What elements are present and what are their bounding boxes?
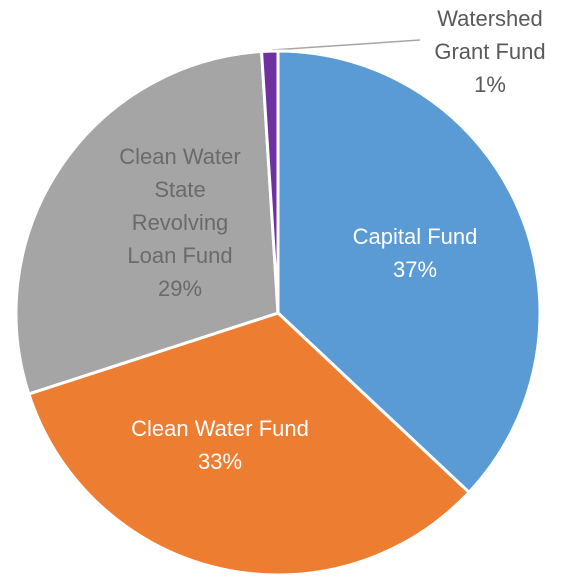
- pie-slice: [276, 49, 542, 495]
- label-line: Clean Water Fund: [131, 416, 309, 441]
- slice-label: Clean Water State Revolving Loan Fund: [119, 144, 240, 268]
- slice-value: 1%: [474, 72, 506, 97]
- pie-slice: [14, 49, 280, 396]
- pie-slice: [259, 49, 280, 314]
- label-line: Revolving: [132, 210, 229, 235]
- slice-value: 33%: [198, 449, 242, 474]
- leader-line: [271, 39, 421, 51]
- slice-value: 29%: [158, 276, 202, 301]
- slice-label: Watershed Grant Fund: [434, 6, 545, 64]
- label-line: State: [154, 177, 205, 202]
- label-line: Loan Fund: [127, 243, 232, 268]
- label-line: Clean Water: [119, 144, 240, 169]
- label-line: Grant Fund: [434, 39, 545, 64]
- slice-label: Clean Water Fund: [131, 416, 309, 441]
- label-line: Watershed: [437, 6, 543, 31]
- slice-value: 37%: [393, 257, 437, 282]
- pie-slice: [26, 311, 472, 577]
- label-line: Capital Fund: [353, 224, 478, 249]
- slice-label: Capital Fund: [353, 224, 478, 249]
